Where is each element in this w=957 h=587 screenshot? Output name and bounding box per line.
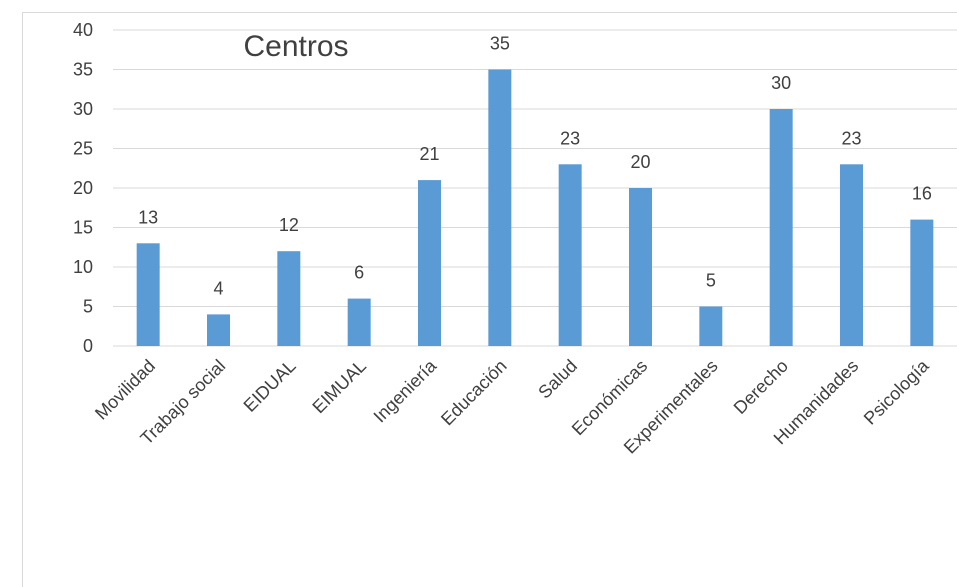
y-tick-label: 40 bbox=[73, 20, 93, 40]
y-tick-label: 30 bbox=[73, 99, 93, 119]
bar-educación bbox=[488, 69, 512, 346]
data-label: 35 bbox=[490, 34, 510, 54]
data-label: 6 bbox=[354, 263, 364, 283]
x-tick-label: EIDUAL bbox=[240, 356, 300, 416]
y-tick-label: 15 bbox=[73, 218, 93, 238]
data-label: 4 bbox=[213, 278, 223, 298]
y-tick-label: 10 bbox=[73, 257, 93, 277]
data-label: 5 bbox=[706, 271, 716, 291]
bar-eimual bbox=[347, 298, 371, 346]
y-axis: 0 5 10 15 20 25 30 35 40 bbox=[73, 20, 93, 356]
data-label: 30 bbox=[771, 73, 791, 93]
bar-humanidades bbox=[840, 164, 863, 346]
y-tick-label: 0 bbox=[83, 336, 93, 356]
data-label: 23 bbox=[841, 128, 861, 148]
bar-experimentales bbox=[699, 306, 723, 346]
bar-económicas bbox=[629, 188, 652, 346]
y-tick-label: 5 bbox=[83, 297, 93, 317]
gridlines bbox=[113, 29, 957, 347]
x-tick-label: Educación bbox=[437, 356, 511, 430]
bar-psicología bbox=[910, 219, 934, 346]
x-tick-label: EIMUAL bbox=[308, 356, 370, 418]
y-tick-label: 20 bbox=[73, 178, 93, 198]
data-label: 13 bbox=[138, 207, 158, 227]
bar-movilidad bbox=[136, 243, 160, 346]
x-tick-label: Derecho bbox=[730, 356, 792, 418]
y-tick-label: 35 bbox=[73, 60, 93, 80]
y-tick-label: 25 bbox=[73, 139, 93, 159]
x-tick-label: Ingeniería bbox=[370, 355, 441, 426]
data-label: 20 bbox=[630, 152, 650, 172]
chart-border-top bbox=[22, 12, 957, 13]
data-label: 12 bbox=[279, 215, 299, 235]
x-tick-label: Movilidad bbox=[91, 356, 159, 424]
data-label: 16 bbox=[912, 184, 932, 204]
bar-salud bbox=[558, 164, 582, 346]
bars bbox=[136, 69, 934, 346]
data-labels: 13 4 12 6 21 35 23 20 5 30 23 16 bbox=[138, 34, 932, 299]
bar-trabajo-social bbox=[207, 314, 230, 346]
data-label: 21 bbox=[419, 144, 439, 164]
bar-derecho bbox=[769, 109, 793, 346]
x-tick-label: Salud bbox=[534, 356, 581, 403]
chart-border-left bbox=[22, 12, 23, 587]
bar-eidual bbox=[277, 251, 301, 346]
chart-title: Centros bbox=[243, 30, 348, 63]
data-label: 23 bbox=[560, 128, 580, 148]
x-tick-label: Psicología bbox=[860, 355, 934, 429]
bar-ingeniería bbox=[418, 180, 441, 346]
